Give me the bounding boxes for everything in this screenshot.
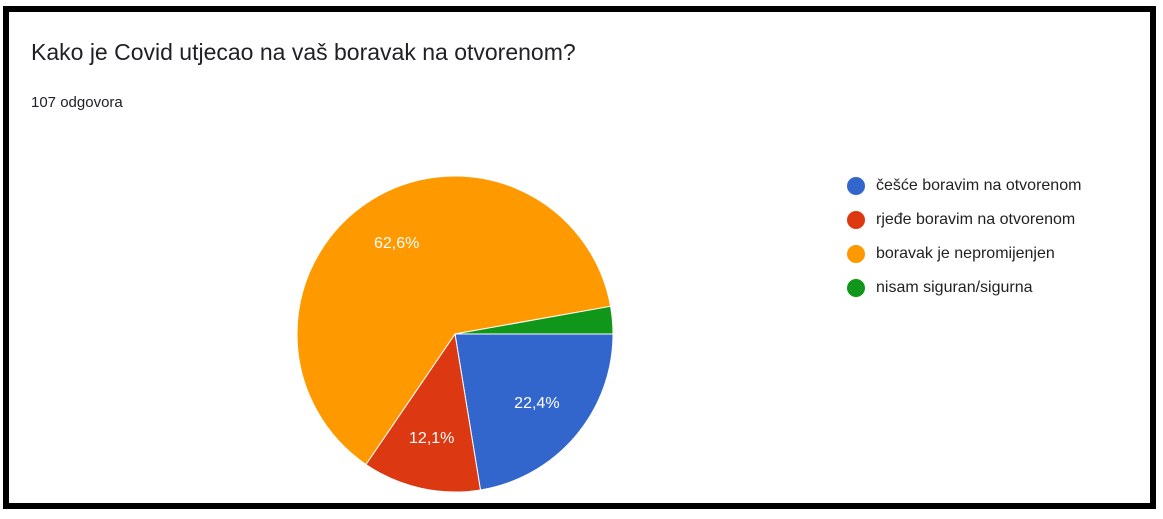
legend-label: rjeđe boravim na otvorenom <box>876 211 1075 228</box>
legend-swatch <box>847 211 865 229</box>
pie-slice <box>365 332 482 493</box>
slice-label: 62,6% <box>374 235 419 252</box>
pie-slice <box>454 305 614 335</box>
legend-label: češće boravim na otvorenom <box>876 177 1081 194</box>
legend-swatch <box>847 177 865 195</box>
slice-label: 22,4% <box>514 395 559 412</box>
pie-slice <box>296 175 612 466</box>
legend-label: boravak je nepromijenjen <box>876 245 1055 262</box>
slice-label: 12,1% <box>409 430 454 447</box>
pie-slice <box>454 333 614 491</box>
chart-subtitle: 107 odgovora <box>31 94 123 111</box>
chart-title: Kako je Covid utjecao na vaš boravak na … <box>31 39 576 65</box>
legend-swatch <box>847 245 865 263</box>
legend-swatch <box>847 279 865 297</box>
legend-label: nisam siguran/sigurna <box>876 279 1033 296</box>
